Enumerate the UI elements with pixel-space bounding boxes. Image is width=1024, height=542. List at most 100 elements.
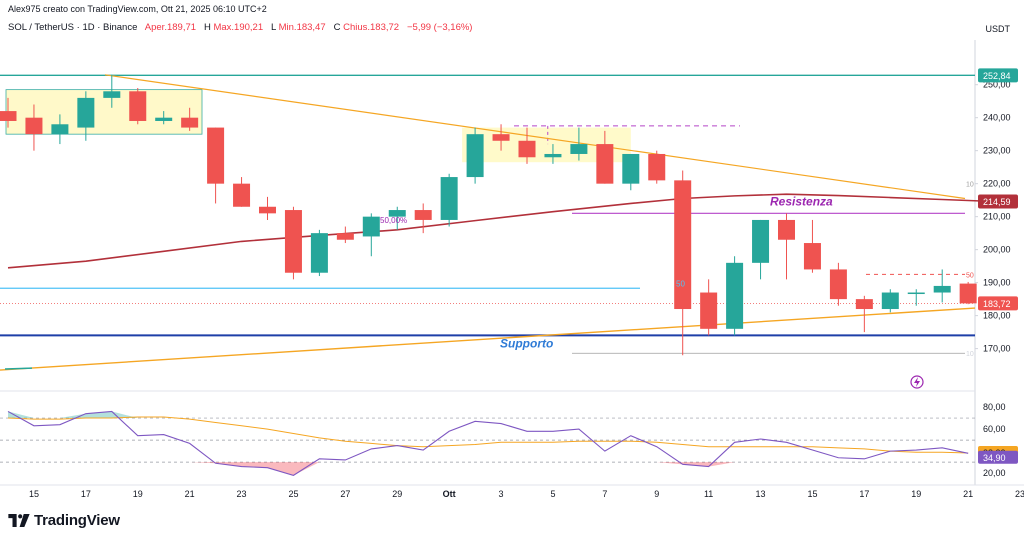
candle-body <box>752 219 770 263</box>
x-tick-label: 29 <box>392 489 402 499</box>
x-tick-label: 17 <box>81 489 91 499</box>
tradingview-brand[interactable]: TradingView <box>8 512 120 529</box>
x-tick-label: 21 <box>185 489 195 499</box>
candle-body <box>466 134 484 178</box>
close-value: Chius.183,72 <box>343 22 400 33</box>
x-tick-label: 3 <box>499 489 504 499</box>
candle-body <box>959 283 977 304</box>
x-tick-label: 11 <box>704 489 713 499</box>
ascending-trendline <box>0 307 976 371</box>
candle <box>933 269 951 303</box>
moving-average-line <box>7 193 995 269</box>
candle-body <box>570 144 588 154</box>
rsi-line <box>7 410 969 476</box>
brand-name: TradingView <box>34 512 120 529</box>
candle-body <box>778 219 795 240</box>
trend-start-marker <box>4 367 33 370</box>
candle <box>959 281 977 305</box>
x-tick-label: 9 <box>654 489 659 499</box>
last-price-badge: 183,72 <box>983 299 1011 309</box>
x-tick-label: 25 <box>288 489 298 499</box>
candle-body <box>388 210 406 217</box>
x-tick-label: 27 <box>340 489 350 499</box>
teal-level-badge-bg <box>978 68 1018 83</box>
candle-body <box>284 210 302 273</box>
candle-body <box>492 134 510 141</box>
y-tick-label: 190,00 <box>983 278 1011 288</box>
descending-trendline <box>104 74 966 200</box>
candle <box>518 127 536 164</box>
candle <box>440 173 458 227</box>
rsi-oversold-fill <box>656 462 735 467</box>
candle-body <box>596 144 614 184</box>
candle-body <box>0 111 17 121</box>
candle <box>388 206 406 230</box>
x-tick-label: 19 <box>133 489 143 499</box>
candle-body <box>855 299 873 310</box>
candle-body <box>440 177 458 220</box>
rsi-ma-line <box>7 416 969 454</box>
fib-label-c: 50 <box>966 272 974 279</box>
currency-label: USDT <box>985 24 1011 34</box>
lightning-icon <box>910 375 924 389</box>
candle <box>103 74 121 108</box>
rsi-y-tick-label: 60,00 <box>983 424 1006 434</box>
candle-body <box>674 180 692 310</box>
high-value: Max.190,21 <box>213 22 264 33</box>
candle-body <box>803 243 821 270</box>
author-line: Alex975 creato con TradingView.com, Ott … <box>8 4 267 14</box>
candle <box>155 111 173 125</box>
candle <box>674 170 692 356</box>
ma-value-badge-bg <box>978 194 1018 209</box>
support-label: Supporto <box>500 336 553 350</box>
candle <box>129 87 147 125</box>
y-tick-label: 230,00 <box>983 146 1011 156</box>
candle <box>233 177 251 207</box>
fib-label-b: 50 <box>676 280 685 289</box>
candle-body <box>25 117 43 135</box>
x-tick-label: 23 <box>1015 489 1024 499</box>
x-tick-label: Ott <box>443 489 456 499</box>
y-tick-label: 210,00 <box>983 212 1011 222</box>
candle-body <box>726 262 744 329</box>
x-tick-label: 21 <box>963 489 973 499</box>
candle <box>648 150 666 184</box>
candle <box>544 144 562 164</box>
candle-body <box>829 269 847 300</box>
candle <box>259 196 276 220</box>
candle <box>570 127 588 161</box>
tradingview-logo-icon <box>8 514 30 527</box>
teal-level-badge: 252,84 <box>983 71 1011 81</box>
fib-label-a: 50,00% <box>380 216 407 225</box>
open-value: Aper.189,71 <box>144 22 197 33</box>
x-tick-label: 17 <box>859 489 869 499</box>
last-price-badge-bg <box>978 296 1018 311</box>
ohlc-legend: SOL / TetherUS · 1D · Binance Aper.189,7… <box>8 22 472 33</box>
high-label: H <box>203 22 211 33</box>
candle <box>362 213 380 257</box>
candle <box>466 127 484 184</box>
rsi-value-badge: 34,90 <box>983 453 1006 463</box>
candle <box>207 127 225 204</box>
candle-body <box>518 140 536 158</box>
candle-body <box>51 124 69 135</box>
candle <box>803 219 821 273</box>
candle-body <box>648 153 666 181</box>
y-tick-label: 180,00 <box>983 311 1011 321</box>
candle <box>0 97 17 128</box>
change-value: −5,99 (−3,16%) <box>406 22 473 33</box>
candle <box>181 107 199 131</box>
candle-body <box>362 216 380 237</box>
candle-body <box>907 292 925 295</box>
symbol-label[interactable]: SOL / TetherUS · 1D · Binance <box>8 22 138 33</box>
candle-body <box>129 91 147 121</box>
y-tick-label: 220,00 <box>983 179 1011 189</box>
rsi-y-tick-label: 20,00 <box>983 468 1006 478</box>
x-tick-label: 15 <box>29 489 39 499</box>
rsi-oversold-fill <box>189 462 320 476</box>
candle-body <box>544 153 562 158</box>
candle <box>855 295 873 333</box>
candle-body <box>622 153 640 184</box>
rsi-y-tick-label: 80,00 <box>983 402 1006 412</box>
